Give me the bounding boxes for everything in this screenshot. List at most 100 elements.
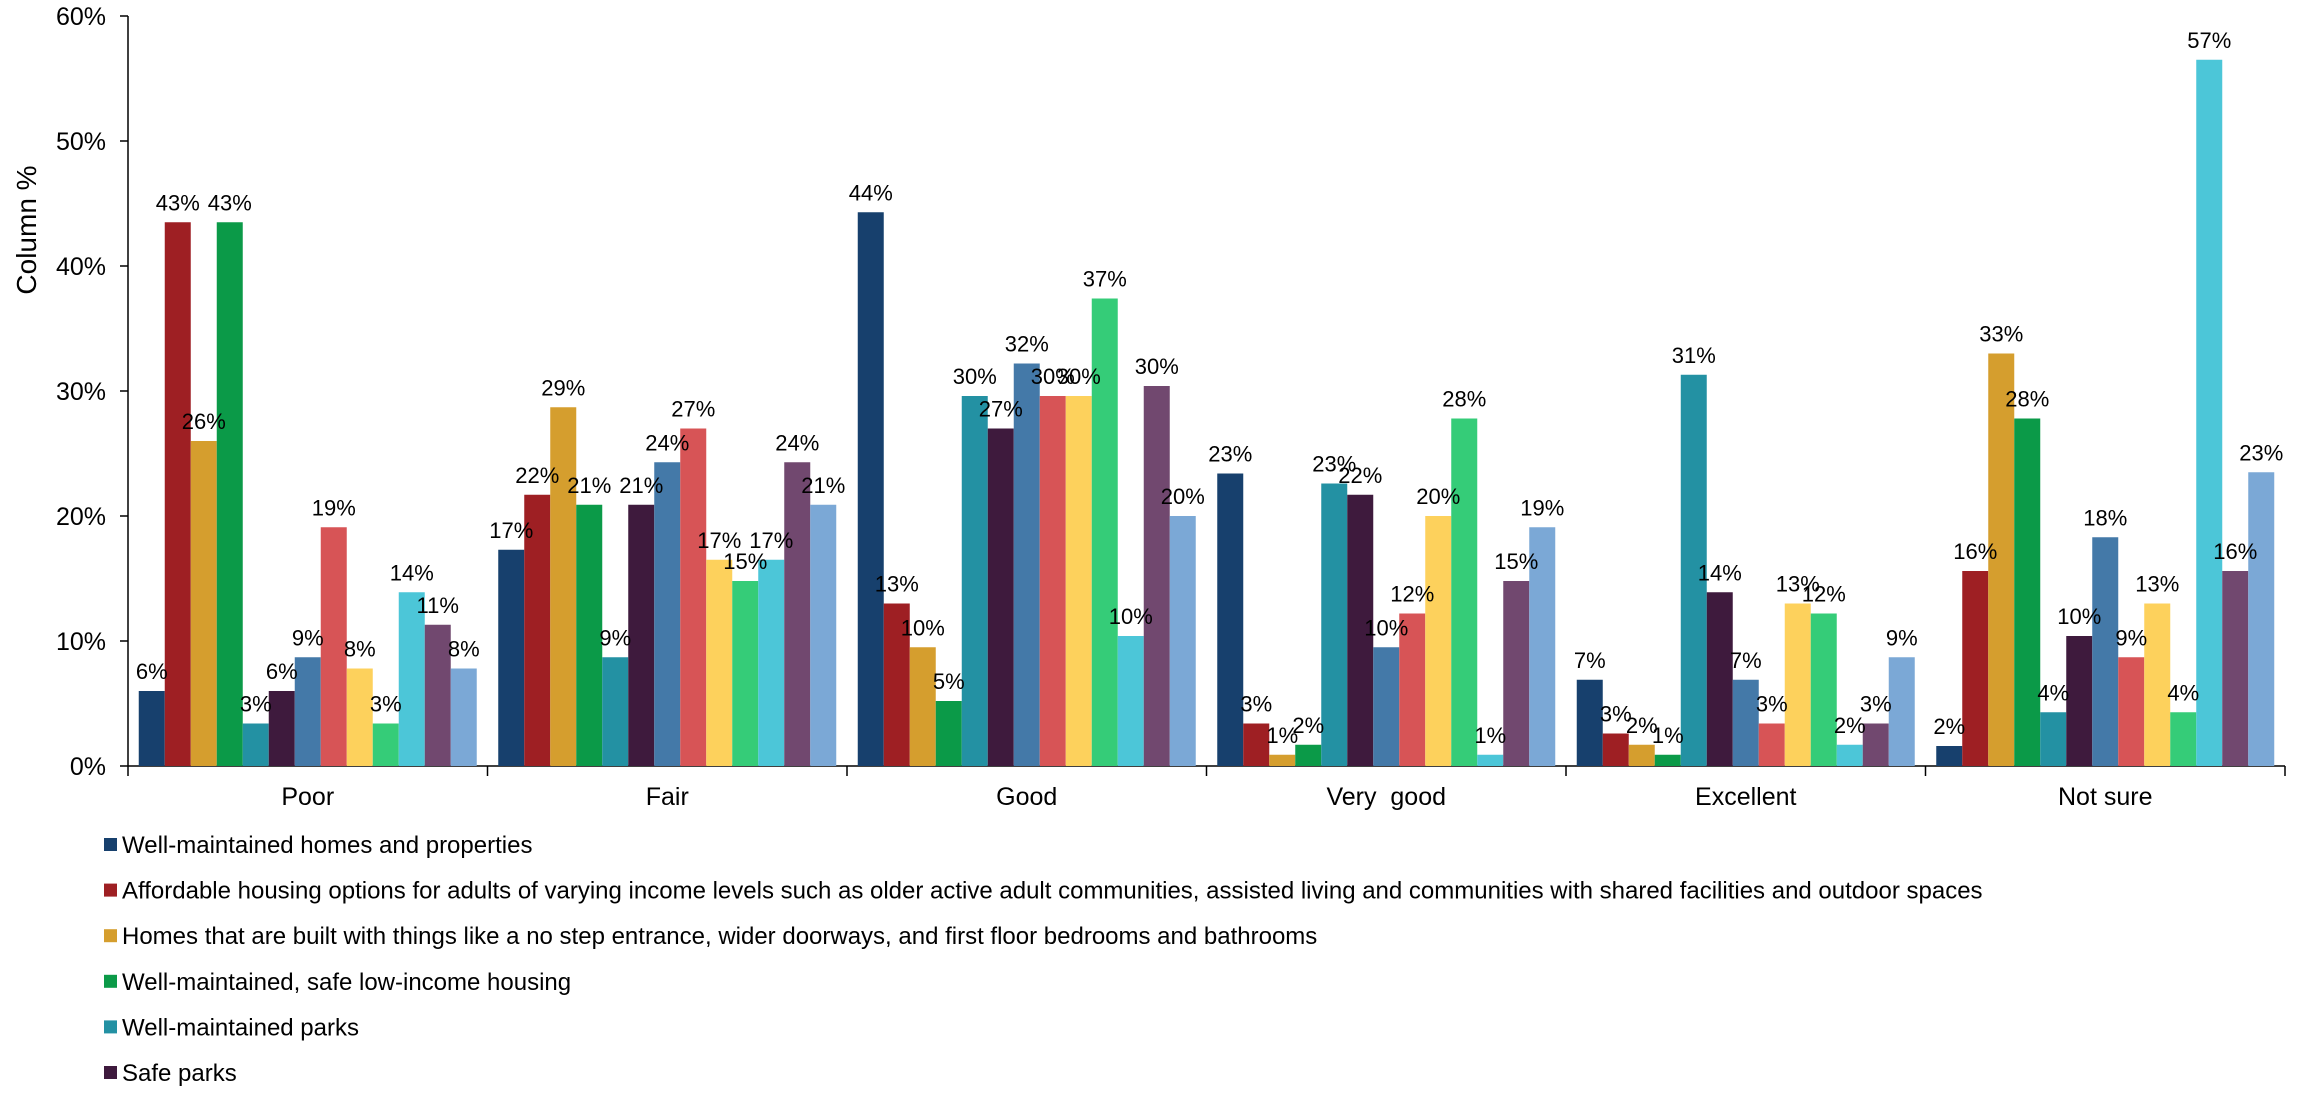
- x-category-label: Excellent: [1695, 783, 1796, 811]
- data-label: 24%: [775, 430, 819, 455]
- bar: [1654, 754, 1681, 766]
- bar: [2040, 712, 2067, 766]
- data-label: 2%: [1626, 713, 1658, 738]
- bar: [346, 668, 373, 766]
- bar: [1936, 746, 1963, 766]
- data-labels: 6% 17% 44% 23% 7% 2% 43% 22% 13% 3% 3% 16% 26% 29% 10%…: [136, 28, 2283, 748]
- y-tick-label: 40%: [56, 253, 106, 281]
- bar: [602, 657, 629, 766]
- bar: [1013, 363, 1040, 766]
- data-label: 16%: [2213, 539, 2257, 564]
- data-label: 1%: [1652, 723, 1684, 748]
- legend-entry: Affordable housing options for adults of…: [122, 878, 1983, 905]
- data-label: 23%: [1312, 452, 1356, 477]
- bar: [1091, 298, 1118, 766]
- x-category-label: Very good: [1326, 783, 1446, 811]
- bar: [1217, 473, 1244, 766]
- data-label: 9%: [599, 625, 631, 650]
- data-label: 1%: [1266, 723, 1298, 748]
- data-label: 12%: [1390, 582, 1434, 607]
- data-label: 9%: [2115, 625, 2147, 650]
- legend-swatch: [104, 838, 117, 851]
- bar: [576, 504, 603, 766]
- data-label: 5%: [933, 669, 965, 694]
- bar: [498, 549, 525, 766]
- data-label: 9%: [1886, 625, 1918, 650]
- x-category-label: Not sure: [2058, 783, 2152, 811]
- bar: [1810, 613, 1837, 766]
- data-label: 17%: [749, 528, 793, 553]
- legend-entry: Well-maintained, safe low-income housing: [122, 969, 571, 996]
- bar: [190, 441, 217, 766]
- data-label: 57%: [2187, 28, 2231, 53]
- bar: [628, 504, 655, 766]
- data-label: 44%: [849, 180, 893, 205]
- bar: [1888, 657, 1915, 766]
- bar: [1295, 744, 1322, 766]
- data-label: 4%: [2037, 680, 2069, 705]
- data-label: 26%: [182, 409, 226, 434]
- bar: [524, 494, 551, 766]
- bar: [883, 603, 910, 766]
- data-label: 13%: [1776, 572, 1820, 597]
- bar: [1732, 679, 1759, 766]
- bar: [1988, 353, 2015, 766]
- bar: [1836, 744, 1863, 766]
- data-label: 8%: [344, 637, 376, 662]
- data-label: 10%: [1364, 615, 1408, 640]
- bar: [1706, 592, 1733, 766]
- data-label: 33%: [1979, 322, 2023, 347]
- data-label: 24%: [645, 430, 689, 455]
- bar: [1425, 516, 1452, 766]
- y-tick-label: 20%: [56, 503, 106, 531]
- bar: [732, 581, 759, 766]
- bar: [706, 559, 733, 766]
- data-label: 2%: [1292, 713, 1324, 738]
- data-label: 14%: [1698, 560, 1742, 585]
- legend-swatch: [104, 883, 117, 897]
- data-label: 32%: [1005, 332, 1049, 357]
- x-axis: Poor Fair Good Very good Excellent Not sure: [127, 765, 2286, 811]
- legend: Well-maintained homes and properties Affo…: [104, 832, 1983, 1087]
- data-label: 19%: [1520, 495, 1564, 520]
- data-label: 2%: [1834, 713, 1866, 738]
- bar: [2144, 603, 2171, 766]
- data-label: 10%: [2057, 604, 2101, 629]
- bar: [680, 428, 707, 766]
- bar: [1117, 636, 1144, 766]
- bar: [810, 504, 837, 766]
- data-label: 4%: [2167, 680, 2199, 705]
- legend-swatch: [104, 1020, 117, 1034]
- data-label: 13%: [875, 572, 919, 597]
- data-label: 8%: [448, 637, 480, 662]
- bar: [2170, 712, 2197, 766]
- data-label: 43%: [156, 190, 200, 215]
- bar: [1451, 418, 1478, 766]
- data-label: 17%: [489, 518, 533, 543]
- data-label: 30%: [1031, 364, 1075, 389]
- bar: [424, 624, 451, 766]
- bar: [987, 428, 1014, 766]
- data-label: 18%: [2083, 505, 2127, 530]
- data-label: 23%: [2239, 440, 2283, 465]
- data-label: 28%: [1442, 387, 1486, 412]
- bar: [138, 691, 165, 766]
- data-label: 30%: [953, 364, 997, 389]
- bar: [1477, 754, 1504, 766]
- bar: [2014, 418, 2041, 766]
- legend-swatch: [104, 1066, 117, 1079]
- data-label: 20%: [1416, 484, 1460, 509]
- data-label: 22%: [515, 463, 559, 488]
- bar: [1628, 744, 1655, 766]
- bar: [1503, 581, 1530, 766]
- legend-entry: Safe parks: [122, 1060, 237, 1087]
- bar: [1143, 386, 1170, 766]
- bar: [242, 723, 269, 766]
- legend-entry: Well-maintained homes and properties: [122, 832, 532, 859]
- data-label: 3%: [1756, 692, 1788, 717]
- bar: [320, 527, 347, 766]
- legend-swatch: [104, 929, 117, 943]
- data-label: 28%: [2005, 387, 2049, 412]
